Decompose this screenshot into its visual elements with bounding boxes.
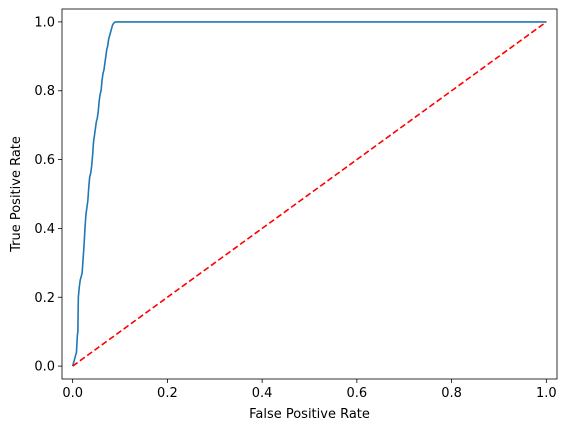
x-tick-label: 1.0 [536, 386, 557, 401]
axes-frame [61, 8, 558, 380]
y-tick-label: 1.0 [34, 15, 55, 30]
x-tick-label: 0.0 [62, 386, 83, 401]
random-baseline-line [72, 21, 547, 367]
y-tick-label: 0.4 [34, 222, 55, 237]
x-axis-label: False Positive Rate [249, 407, 370, 422]
plot-area [71, 21, 547, 367]
x-axis-ticks: 0.0 0.2 0.4 0.6 0.8 1.0 [62, 379, 557, 401]
x-tick-label: 0.4 [252, 386, 273, 401]
x-tick-label: 0.8 [441, 386, 462, 401]
y-tick-label: 0.2 [34, 291, 55, 306]
x-tick-label: 0.6 [347, 386, 368, 401]
y-tick-label: 0.6 [34, 153, 55, 168]
y-axis-label: True Positive Rate [9, 136, 24, 253]
x-tick-label: 0.2 [157, 386, 178, 401]
roc-curve-line [71, 21, 547, 367]
y-tick-label: 0.8 [34, 84, 55, 99]
y-tick-label: 0.0 [34, 360, 55, 375]
y-axis-ticks: 0.0 0.2 0.4 0.6 0.8 1.0 [34, 15, 62, 375]
